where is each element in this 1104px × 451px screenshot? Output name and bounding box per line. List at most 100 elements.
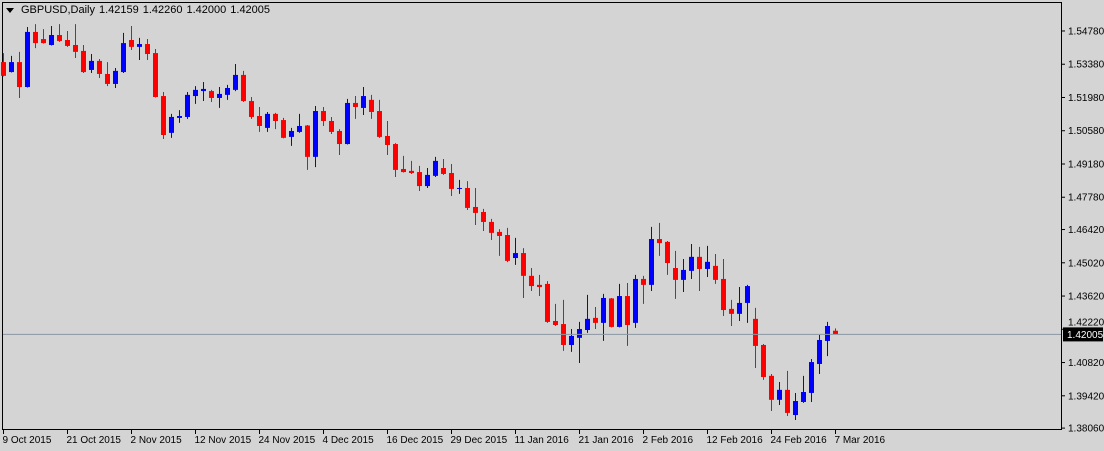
candle-body [809,362,814,393]
candle [585,294,590,333]
candle-body [321,111,326,121]
candle [81,44,86,74]
candle [281,117,286,139]
candle-body [577,329,582,338]
candle-body [753,318,758,346]
candle [737,287,742,321]
candle [121,32,126,74]
candle-body [137,44,142,47]
candle-body [825,325,830,341]
candle [257,106,262,132]
candle [209,89,214,102]
candle-body [57,35,62,41]
candle [689,244,694,279]
candle [169,113,174,138]
candle-body [777,389,782,400]
candle [553,303,558,326]
candle-body [153,53,158,98]
candle [753,307,758,369]
candle-body [401,168,406,173]
candle [809,358,814,402]
candle-body [513,253,518,259]
candle [41,29,46,44]
x-tick-label: 2 Feb 2016 [643,435,694,446]
candle [545,281,550,323]
candle-body [537,284,542,288]
y-tick-label: 1.51980 [1068,93,1104,104]
candle [441,158,446,175]
candle [609,297,614,328]
candle-body [745,286,750,303]
x-tick-label: 12 Feb 2016 [707,435,764,446]
candle [273,112,278,130]
candle-body [337,130,342,145]
candle-body [121,43,126,73]
candle [625,282,630,346]
candle-body [297,125,302,132]
candle-body [617,296,622,327]
candle [745,284,750,323]
candle [393,143,398,178]
candle-body [161,96,166,136]
candle-body [545,283,550,322]
candle [433,156,438,178]
candle [417,165,422,192]
candle-body [761,344,766,378]
chart-frame [2,2,1062,430]
candle-body [801,391,806,402]
close-value: 1.42005 [230,4,271,16]
y-tick-label: 1.43620 [1068,292,1104,303]
price-axis: 1.54780 1.53380 1.51980 1.50580 1.49180 1.477… [1061,26,1104,435]
candle-body [497,231,502,236]
candle [337,129,342,155]
candle-body [385,135,390,145]
candle [561,299,566,351]
candle [185,92,190,119]
current-price-text: 1.42005 [1067,330,1104,341]
candle-body [113,70,118,84]
candle [297,113,302,133]
candle-body [665,241,670,264]
candle-body [345,102,350,145]
candle-body [481,211,486,222]
x-tick-label: 2 Nov 2015 [131,435,183,446]
candle [713,254,718,284]
candle-body [129,40,134,47]
candle-body [505,235,510,261]
x-tick-label: 9 Oct 2015 [3,435,52,446]
triangle-down-icon[interactable] [6,7,14,13]
candle [401,155,406,173]
chart-header: GBPUSD,Daily 1.42159 1.42260 1.42000 1.4200… [6,4,274,16]
candle [425,168,430,188]
candle-body [441,168,446,174]
candle-body [41,39,46,44]
candle [137,37,142,60]
candle-body [241,74,246,102]
candle-body [425,174,430,187]
candle [385,120,390,155]
candle [241,70,246,102]
candle [529,268,534,292]
candle [345,98,350,145]
candle [489,218,494,240]
candle-body [265,113,270,128]
candle-body [73,44,78,52]
candle-body [361,96,366,108]
y-tick-label: 1.54780 [1068,26,1104,37]
x-tick-label: 7 Mar 2016 [835,435,886,446]
candle-body [97,60,102,74]
candle [353,96,358,119]
candle [825,321,830,357]
candle-body [289,130,294,137]
candle [25,26,30,88]
candle-body [521,253,526,276]
candle-body [449,173,454,189]
y-tick-label: 1.53380 [1068,60,1104,71]
candle-body [833,330,838,335]
candle-body [225,87,230,95]
candle [657,222,662,256]
candle-body [649,239,654,285]
candle [521,248,526,298]
candle-body [353,102,358,107]
